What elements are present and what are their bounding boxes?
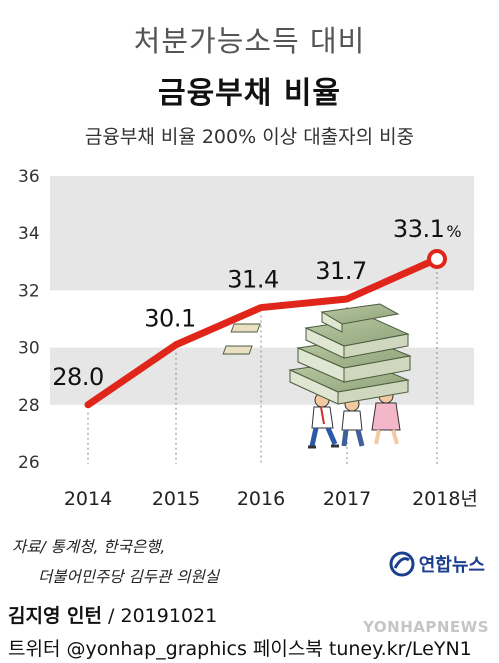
- credit-date: / 20191021: [102, 605, 218, 627]
- credit-name: 김지영 인턴: [8, 605, 103, 627]
- y-tick-label: 28: [18, 396, 40, 416]
- x-tick-label: 2016: [237, 488, 285, 510]
- person-left: [308, 392, 339, 449]
- y-tick-label: 30: [18, 339, 40, 359]
- logo-text: 연합뉴스: [418, 555, 485, 576]
- data-point-2018: [427, 248, 447, 269]
- grid-band: [50, 176, 474, 234]
- money-stack-illustration: [222, 303, 412, 449]
- title-line-1: 처분가능소득 대비: [133, 24, 366, 58]
- data-label: 31.4: [227, 266, 278, 294]
- x-tick-label: 2014: [64, 488, 112, 510]
- x-tick-label: 2015: [152, 488, 200, 510]
- data-label: 30.1: [144, 305, 195, 333]
- grid-band: [50, 233, 474, 291]
- watermark: YONHAPNEWS: [363, 618, 489, 636]
- data-label-unit: %: [446, 222, 461, 241]
- credit-line: 김지영 인턴 / 20191021: [8, 601, 217, 628]
- x-tick-label: 2018년: [412, 488, 478, 510]
- chart-subtitle: 금융부채 비율 200% 이상 대출자의 비중: [84, 126, 415, 148]
- title-line-2: 금융부채 비율: [157, 76, 342, 111]
- x-tick-label: 2017: [323, 488, 371, 510]
- source-line-1: 자료/ 통계청, 한국은행,: [12, 538, 166, 556]
- y-tick-label: 36: [18, 167, 40, 187]
- series-line: [84, 255, 441, 409]
- yonhap-logo-icon: [389, 551, 415, 577]
- yonhap-logo: 연합뉴스: [389, 551, 485, 577]
- person-middle: [341, 396, 365, 447]
- cash-bundles: [222, 303, 412, 405]
- y-axis-ticks: 26 28 30 32 34 36: [18, 167, 40, 473]
- source-line-2: 더불어민주당 김두관 의원실: [38, 568, 219, 586]
- y-tick-label: 32: [18, 281, 40, 301]
- data-label: 31.7: [315, 257, 366, 285]
- data-points: [427, 248, 447, 269]
- y-tick-label: 34: [18, 224, 40, 244]
- social-line: 트위터 @yonhap_graphics 페이스북 tuney.kr/LeYN1: [8, 638, 472, 660]
- x-axis-ticks: 2014 2015 2016 2017 2018년: [64, 488, 478, 510]
- data-label: 28.0: [52, 363, 103, 391]
- source-note: 자료/ 통계청, 한국은행, 더불어민주당 김두관 의원실: [12, 532, 219, 592]
- line-chart: 26 28 30 32 34 36: [18, 167, 478, 510]
- y-tick-label: 26: [18, 453, 40, 473]
